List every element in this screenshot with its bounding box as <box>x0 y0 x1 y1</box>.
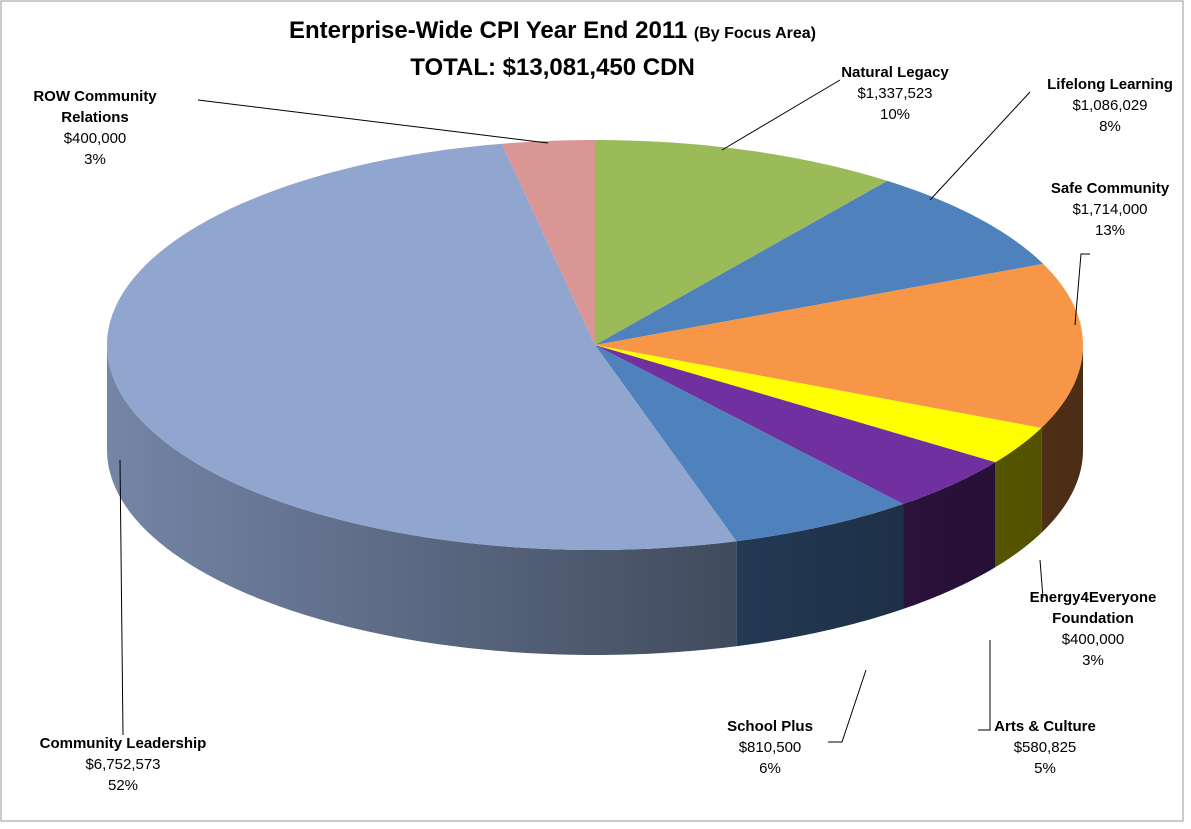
category-label: Safe Community <box>1050 180 1170 197</box>
leader-line <box>978 640 991 731</box>
slice-side <box>736 503 904 647</box>
category-label: School Plus <box>727 718 813 735</box>
leader-line <box>1074 253 1090 326</box>
slice-side <box>1041 345 1083 533</box>
category-label: ROW Community Relations <box>33 88 157 126</box>
value-label: $1,086,029 <box>1072 97 1148 114</box>
data-label: Energy4Everyone Foundation $400,000 3% <box>1018 587 1168 671</box>
percent-label: 3% <box>1082 652 1104 669</box>
percent-label: 52% <box>107 777 139 794</box>
slice <box>107 143 737 550</box>
percent-label: 6% <box>759 760 781 777</box>
slice <box>595 180 1044 345</box>
slice <box>595 345 996 504</box>
data-label: ROW Community Relations $400,000 3% <box>30 86 160 170</box>
slice <box>595 345 1042 463</box>
value-label: $580,825 <box>1013 739 1077 756</box>
slice <box>595 140 888 345</box>
slice-side <box>107 345 737 655</box>
leader-line <box>197 99 549 144</box>
chart-subtitle: TOTAL: $13,081,450 CDN <box>410 54 695 81</box>
percent-label: 13% <box>1094 222 1126 239</box>
title-note: (By Focus Area) <box>693 25 816 42</box>
percent-label: 10% <box>879 106 911 123</box>
leader-line <box>828 669 867 743</box>
slice <box>501 140 595 345</box>
percent-label: 3% <box>84 151 106 168</box>
value-label: $1,714,000 <box>1072 201 1148 218</box>
slice-side <box>903 462 996 609</box>
slice <box>595 345 904 542</box>
value-label: $6,752,573 <box>85 756 161 773</box>
category-label: Natural Legacy <box>841 64 949 81</box>
category-label: Energy4Everyone Foundation <box>1029 589 1157 627</box>
slice-side <box>995 427 1042 568</box>
data-label: School Plus $810,500 6% <box>700 716 840 779</box>
data-label: Safe Community $1,714,000 13% <box>1030 178 1190 241</box>
chart-title: Enterprise-Wide CPI Year End 2011 <box>289 17 688 44</box>
leader-line <box>119 459 124 736</box>
category-label: Arts & Culture <box>994 718 1096 735</box>
leader-line <box>721 79 841 151</box>
category-label: Lifelong Learning <box>1047 76 1173 93</box>
leader-line <box>1039 559 1044 599</box>
data-label: Arts & Culture $580,825 5% <box>970 716 1120 779</box>
title-block: Enterprise-Wide CPI Year End 2011 (By Fo… <box>0 14 1105 85</box>
data-label: Natural Legacy $1,337,523 10% <box>825 62 965 125</box>
leader-line <box>929 91 1031 201</box>
percent-label: 8% <box>1099 118 1121 135</box>
data-label: Community Leadership $6,752,573 52% <box>23 733 223 796</box>
value-label: $1,337,523 <box>857 85 933 102</box>
category-label: Community Leadership <box>39 735 207 752</box>
value-label: $400,000 <box>1061 631 1125 648</box>
slice <box>595 263 1083 428</box>
value-label: $400,000 <box>63 130 127 147</box>
value-label: $810,500 <box>738 739 802 756</box>
percent-label: 5% <box>1034 760 1056 777</box>
data-label: Lifelong Learning $1,086,029 8% <box>1030 74 1190 137</box>
